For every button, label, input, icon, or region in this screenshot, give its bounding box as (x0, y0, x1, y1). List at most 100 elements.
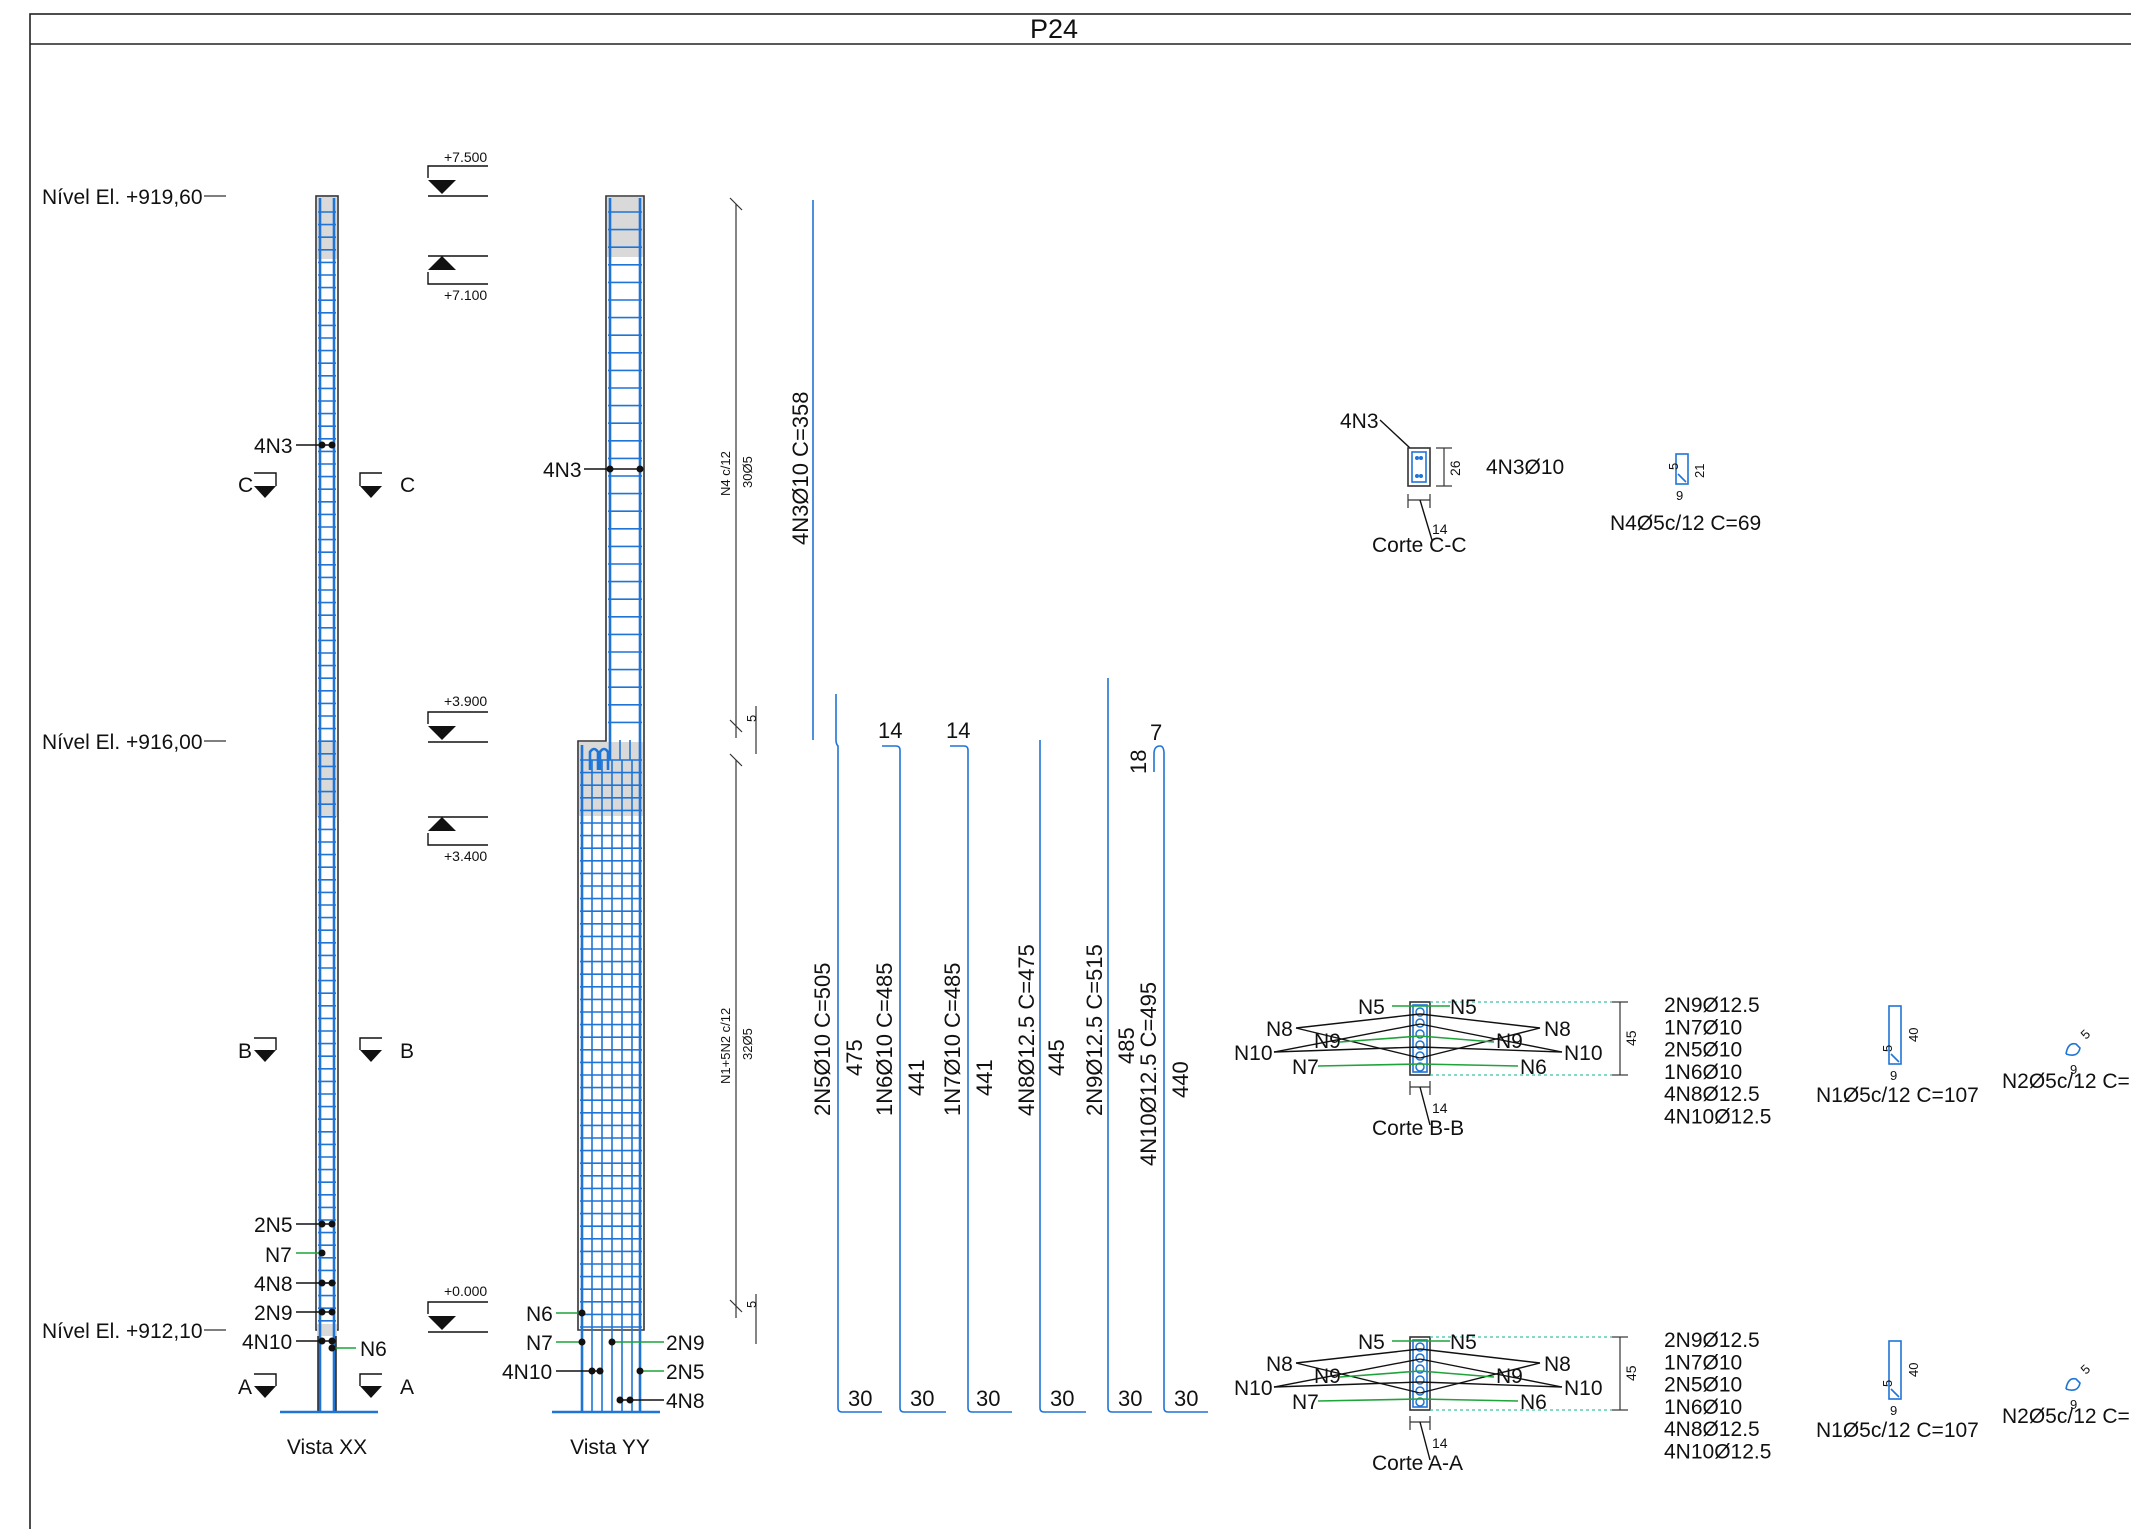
vista-yy-label: Vista YY (570, 1436, 650, 1459)
svg-text:475: 475 (842, 1039, 867, 1076)
svg-text:4N8Ø12.5 C=475: 4N8Ø12.5 C=475 (1014, 944, 1039, 1116)
svg-text:N1Ø5c/12 C=107: N1Ø5c/12 C=107 (1816, 1084, 1979, 1107)
svg-text:14: 14 (946, 718, 970, 743)
svg-text:9: 9 (2070, 1062, 2077, 1077)
svg-text:N4 c/12: N4 c/12 (718, 451, 733, 496)
svg-text:5: 5 (744, 1301, 759, 1308)
svg-text:N5: N5 (1358, 1331, 1385, 1354)
svg-text:1N6Ø10: 1N6Ø10 (1664, 1061, 1742, 1084)
svg-text:4N8Ø12.5: 4N8Ø12.5 (1664, 1418, 1760, 1441)
svg-text:N10: N10 (1234, 1042, 1273, 1065)
svg-text:N1Ø5c/12 C=107: N1Ø5c/12 C=107 (1816, 1419, 1979, 1442)
svg-text:5: 5 (1880, 1380, 1895, 1387)
svg-text:2N9Ø12.5: 2N9Ø12.5 (1664, 994, 1760, 1017)
svg-text:4N8: 4N8 (254, 1273, 293, 1296)
level-top: Nível El. +919,60 (42, 186, 203, 209)
svg-text:N5: N5 (1450, 996, 1477, 1019)
svg-text:N10: N10 (1564, 1042, 1603, 1065)
svg-text:N6: N6 (1520, 1056, 1547, 1079)
svg-text:2N5Ø10: 2N5Ø10 (1664, 1039, 1742, 1062)
svg-text:485: 485 (1114, 1027, 1139, 1064)
svg-text:N2Ø5c/12 C=: N2Ø5c/12 C= (2002, 1405, 2130, 1428)
svg-text:N5: N5 (1358, 996, 1385, 1019)
svg-text:9: 9 (1676, 488, 1683, 503)
svg-text:30: 30 (976, 1386, 1000, 1411)
svg-text:4N3Ø10 C=358: 4N3Ø10 C=358 (788, 392, 813, 546)
svg-text:C: C (400, 474, 415, 497)
svg-text:1N7Ø10: 1N7Ø10 (1664, 1351, 1742, 1374)
svg-text:45: 45 (1623, 1365, 1639, 1381)
svg-text:2N5: 2N5 (254, 1214, 293, 1237)
svg-text:N6: N6 (526, 1303, 553, 1326)
svg-text:4N3: 4N3 (1340, 410, 1379, 433)
level-bottom: Nível El. +912,10 (42, 1320, 203, 1343)
svg-text:2N9Ø12.5: 2N9Ø12.5 (1664, 1329, 1760, 1352)
svg-text:N7: N7 (526, 1332, 553, 1355)
svg-text:1N7Ø10: 1N7Ø10 (1664, 1016, 1742, 1039)
svg-text:45: 45 (1623, 1030, 1639, 1046)
level-markers: Nível El. +919,60 Nível El. +916,00 Níve… (42, 186, 226, 1343)
svg-text:2N9Ø12.5 C=515: 2N9Ø12.5 C=515 (1082, 944, 1107, 1116)
svg-text:B: B (238, 1040, 252, 1063)
svg-text:5: 5 (2078, 1361, 2094, 1377)
section-c-mark: C C (238, 472, 415, 498)
svg-text:14: 14 (1432, 521, 1448, 537)
svg-text:7: 7 (1150, 720, 1162, 745)
svg-text:40: 40 (1906, 1363, 1921, 1377)
bar-schedule: 4N3Ø10 C=358 2N5Ø10 C=505 475 30 14 1N6Ø… (788, 200, 1208, 1413)
svg-text:4N10Ø12.5: 4N10Ø12.5 (1664, 1441, 1771, 1464)
svg-text:9: 9 (1890, 1068, 1897, 1083)
svg-text:2N5Ø10: 2N5Ø10 (1664, 1374, 1742, 1397)
svg-text:+0.000: +0.000 (444, 1283, 487, 1299)
svg-text:14: 14 (878, 718, 902, 743)
elevation-markers: +7.500 +7.100 +3.900 +3.400 +0.000 (427, 149, 488, 1333)
svg-text:4N10Ø12.5 C=495: 4N10Ø12.5 C=495 (1136, 982, 1161, 1166)
svg-text:2N9: 2N9 (666, 1332, 705, 1355)
svg-text:441: 441 (972, 1059, 997, 1096)
svg-text:5: 5 (2078, 1026, 2094, 1042)
svg-text:2N9: 2N9 (254, 1302, 293, 1325)
svg-text:N7: N7 (1292, 1056, 1319, 1079)
drawing-title: P24 (1030, 14, 1078, 44)
svg-text:4N8Ø12.5: 4N8Ø12.5 (1664, 1083, 1760, 1106)
svg-text:5: 5 (1666, 463, 1681, 470)
section-b-mark: B B (238, 1037, 414, 1063)
svg-text:Corte A-A: Corte A-A (1372, 1452, 1463, 1475)
drawing-frame (29, 13, 2131, 1529)
svg-text:1N6Ø10 C=485: 1N6Ø10 C=485 (872, 963, 897, 1117)
svg-text:4N10: 4N10 (242, 1331, 292, 1354)
svg-text:N8: N8 (1266, 1353, 1293, 1376)
svg-text:9: 9 (1890, 1403, 1897, 1418)
svg-text:18: 18 (1126, 750, 1151, 774)
svg-text:2N5Ø10 C=505: 2N5Ø10 C=505 (810, 963, 835, 1117)
svg-text:9: 9 (2070, 1397, 2077, 1412)
svg-text:N8: N8 (1544, 1353, 1571, 1376)
svg-text:+7.500: +7.500 (444, 149, 487, 165)
svg-text:B: B (400, 1040, 414, 1063)
section-c-c: 4N3 26 14 Corte C-C 4N3Ø10 5 21 9 N4Ø5c/… (1340, 410, 1761, 557)
level-mid: Nível El. +916,00 (42, 731, 203, 754)
svg-text:N1+5N2 c/12: N1+5N2 c/12 (718, 1008, 733, 1084)
svg-text:+3.900: +3.900 (444, 693, 487, 709)
svg-text:N2Ø5c/12 C=: N2Ø5c/12 C= (2002, 1070, 2130, 1093)
svg-text:4N10Ø12.5: 4N10Ø12.5 (1664, 1106, 1771, 1129)
svg-text:A: A (400, 1376, 414, 1399)
vista-xx-label: Vista XX (287, 1436, 367, 1459)
svg-text:N10: N10 (1234, 1377, 1273, 1400)
svg-text:N6: N6 (1520, 1391, 1547, 1414)
svg-text:1N7Ø10 C=485: 1N7Ø10 C=485 (940, 963, 965, 1117)
svg-text:445: 445 (1044, 1039, 1069, 1076)
svg-text:Corte C-C: Corte C-C (1372, 534, 1467, 557)
svg-text:N5: N5 (1450, 1331, 1477, 1354)
svg-text:32Ø5: 32Ø5 (740, 1028, 755, 1060)
svg-text:440: 440 (1168, 1061, 1193, 1098)
svg-text:N7: N7 (265, 1244, 292, 1267)
svg-text:+3.400: +3.400 (444, 848, 487, 864)
svg-text:30: 30 (1118, 1386, 1142, 1411)
svg-text:40: 40 (1906, 1028, 1921, 1042)
svg-text:5: 5 (744, 715, 759, 722)
svg-text:14: 14 (1432, 1435, 1448, 1451)
